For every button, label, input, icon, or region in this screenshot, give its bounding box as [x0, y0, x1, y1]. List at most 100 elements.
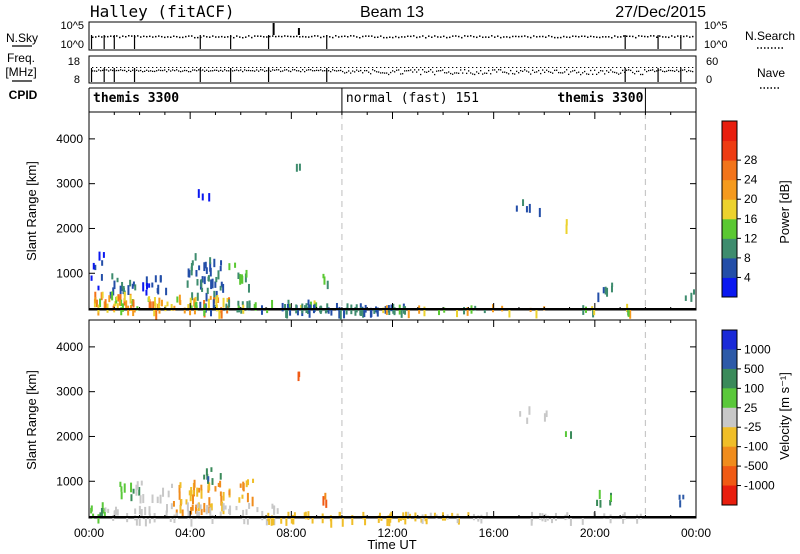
data-point: [120, 307, 123, 316]
freq-point: [220, 67, 222, 68]
data-point: [515, 205, 518, 212]
freq-point: [108, 67, 110, 68]
freq-label: Freq.: [7, 51, 35, 65]
nave-point: [654, 70, 656, 73]
freq-point: [208, 67, 210, 68]
freq-point: [404, 67, 406, 68]
data-point: [210, 467, 213, 472]
data-point: [217, 270, 220, 280]
noise-point: [671, 35, 673, 37]
nsky-tick-top: 10^5: [60, 20, 84, 32]
noise-point: [296, 35, 298, 38]
data-point: [189, 297, 192, 307]
noise-point: [692, 35, 694, 38]
nave-point: [296, 70, 298, 72]
freq-point: [336, 67, 338, 68]
noise-point: [287, 35, 289, 38]
data-point: [377, 515, 380, 523]
noise-point: [371, 35, 373, 37]
nave-point: [606, 70, 608, 72]
freq-point: [420, 67, 422, 68]
data-point: [225, 303, 228, 311]
data-point: [200, 488, 203, 499]
freq-point: [96, 67, 98, 68]
freq-point: [476, 67, 478, 68]
nave-point: [332, 69, 334, 71]
freq-point: [652, 67, 654, 68]
nave-point: [206, 69, 208, 71]
data-point: [206, 287, 209, 295]
data-point: [196, 510, 199, 519]
data-point: [480, 514, 483, 524]
data-point: [237, 304, 240, 310]
data-point: [219, 285, 222, 291]
data-point: [117, 294, 120, 302]
noise-point: [689, 36, 691, 38]
data-point: [477, 515, 480, 522]
nave-point: [204, 70, 206, 72]
power-panel-frame: [88, 111, 697, 311]
noise-point: [338, 36, 340, 38]
data-point: [429, 512, 432, 518]
freq-point: [528, 67, 530, 68]
nave-point: [630, 69, 632, 72]
data-point: [288, 303, 291, 310]
colorbar-cell: [722, 485, 737, 506]
nave-point: [182, 70, 184, 72]
data-point: [300, 304, 303, 310]
nave-point: [404, 70, 406, 72]
data-point: [219, 473, 222, 480]
nave-point: [676, 69, 678, 71]
colorbar-cell: [722, 140, 737, 161]
freq-point: [264, 67, 266, 68]
data-point: [145, 276, 148, 287]
colorbar-tick-label: -1000: [744, 479, 775, 493]
freq-point: [424, 67, 426, 68]
noise-point: [161, 35, 163, 38]
data-point: [98, 251, 101, 261]
data-point: [207, 275, 210, 282]
nave-point: [276, 69, 278, 71]
data-point: [270, 516, 273, 526]
freq-point: [172, 67, 174, 68]
noise-point: [584, 35, 586, 38]
nave-point: [590, 69, 592, 72]
freq-point: [640, 67, 642, 68]
data-point: [179, 504, 182, 514]
data-point: [239, 483, 242, 488]
data-point: [593, 308, 596, 316]
data-point: [205, 468, 208, 476]
data-point: [566, 512, 569, 520]
data-point: [400, 308, 403, 318]
x-tick-labels: 00:00 04:00 08:00 12:00 16:00 20:00 00:00: [74, 526, 711, 540]
freq-point: [512, 67, 514, 68]
data-point: [604, 286, 607, 295]
noise-point: [446, 36, 448, 39]
noise-point: [620, 36, 622, 38]
data-point: [120, 299, 123, 306]
colorbar-cell: [722, 330, 737, 350]
noise-point: [533, 35, 535, 37]
freq-point: [664, 67, 666, 68]
data-point: [172, 500, 175, 507]
noise-point: [440, 36, 442, 38]
nave-point: [620, 72, 622, 74]
data-point: [271, 299, 274, 309]
nave-point: [100, 70, 102, 72]
data-point: [127, 305, 130, 316]
freq-point: [692, 67, 694, 68]
freq-point: [624, 67, 626, 68]
noise-point: [215, 36, 217, 38]
nave-point: [598, 71, 600, 74]
freq-point: [272, 67, 274, 68]
noise-point: [632, 35, 634, 38]
velocity-panel-frame: [88, 319, 697, 519]
noise-point: [626, 35, 628, 38]
data-point: [307, 511, 310, 520]
velocity-ylabel: Slant Range [km]: [24, 370, 39, 470]
nave-point: [324, 70, 326, 72]
noise-point: [221, 35, 223, 38]
data-point: [251, 496, 254, 507]
nave-point: [664, 70, 666, 73]
data-point: [598, 489, 601, 500]
